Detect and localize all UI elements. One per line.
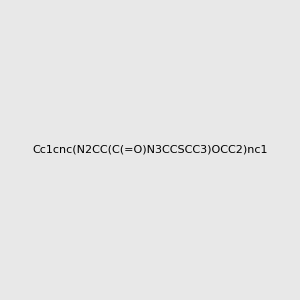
Text: Cc1cnc(N2CC(C(=O)N3CCSCC3)OCC2)nc1: Cc1cnc(N2CC(C(=O)N3CCSCC3)OCC2)nc1 bbox=[32, 145, 268, 155]
